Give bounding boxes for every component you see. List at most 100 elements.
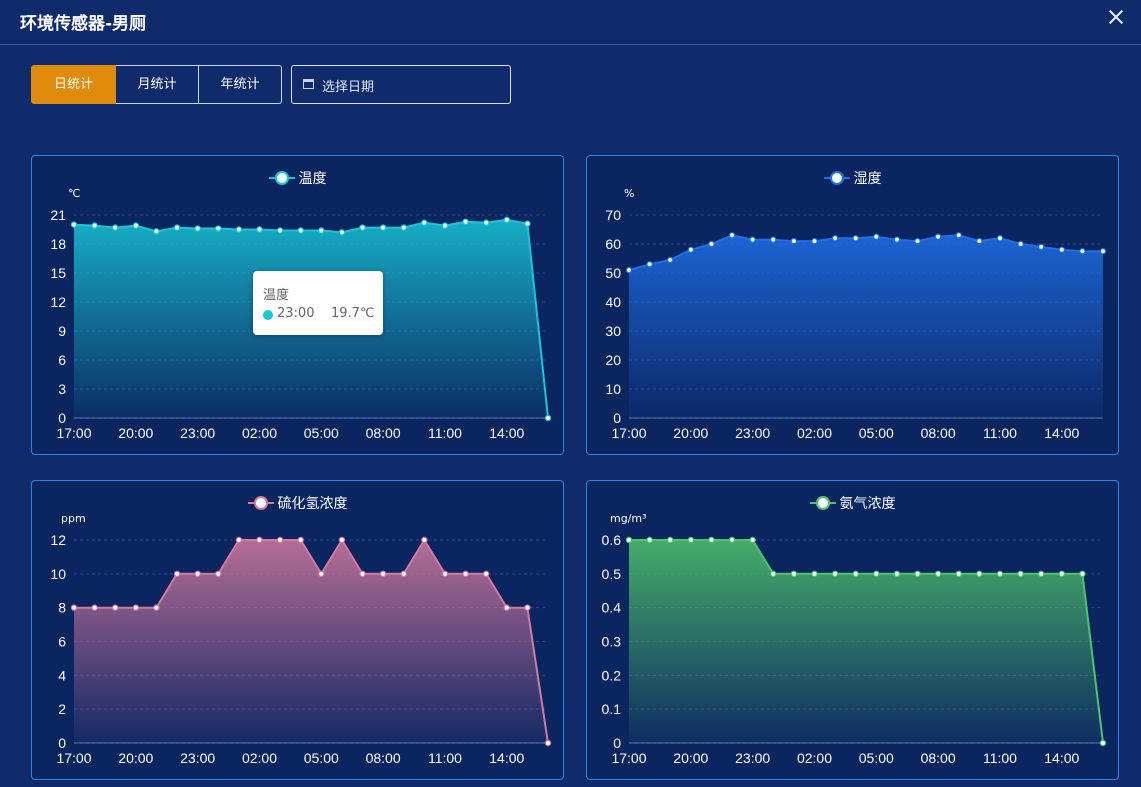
data-point[interactable] [976, 570, 983, 578]
data-point[interactable] [524, 604, 531, 611]
data-point[interactable] [91, 604, 98, 611]
data-point[interactable] [70, 604, 78, 611]
data-point[interactable] [770, 570, 777, 578]
data-point[interactable] [462, 570, 469, 578]
data-point[interactable] [914, 570, 921, 578]
data-point[interactable] [831, 234, 839, 242]
data-point[interactable] [1017, 240, 1024, 248]
data-point[interactable] [482, 219, 490, 226]
data-point[interactable] [524, 220, 531, 227]
data-point[interactable] [338, 229, 346, 236]
data-point[interactable] [441, 570, 449, 578]
data-point[interactable] [728, 232, 736, 239]
data-point[interactable] [1099, 248, 1107, 255]
data-point[interactable] [811, 570, 818, 578]
data-point[interactable] [153, 604, 160, 611]
data-point[interactable] [215, 225, 222, 232]
data-point[interactable] [421, 536, 428, 544]
data-point[interactable] [1079, 570, 1086, 578]
data-point[interactable] [421, 219, 428, 226]
data-point[interactable] [873, 233, 880, 240]
data-point[interactable] [646, 261, 653, 268]
data-point[interactable] [934, 570, 942, 578]
data-point[interactable] [934, 233, 942, 240]
data-point[interactable] [70, 221, 78, 228]
data-point[interactable] [646, 536, 653, 544]
data-point[interactable] [441, 222, 449, 229]
data-point[interactable] [1058, 570, 1065, 578]
data-point[interactable] [503, 604, 510, 611]
data-point[interactable] [852, 570, 859, 578]
data-point[interactable] [318, 570, 325, 578]
data-point[interactable] [112, 224, 119, 231]
data-point[interactable] [503, 216, 510, 224]
data-point[interactable] [194, 225, 201, 232]
tab-yearly[interactable]: 年统计 [199, 65, 282, 104]
data-point[interactable] [667, 536, 674, 544]
data-point[interactable] [544, 414, 552, 422]
data-point[interactable] [770, 236, 777, 243]
tab-monthly[interactable]: 月统计 [116, 65, 199, 104]
tab-daily[interactable]: 日统计 [31, 65, 116, 104]
data-point[interactable] [235, 536, 243, 544]
data-point[interactable] [215, 570, 222, 578]
data-point[interactable] [873, 570, 880, 578]
data-point[interactable] [359, 224, 366, 231]
chart-legend[interactable]: 硫化氢浓度 [32, 493, 563, 513]
data-point[interactable] [1058, 246, 1065, 254]
data-point[interactable] [1099, 739, 1107, 747]
data-point[interactable] [667, 256, 674, 264]
data-point[interactable] [790, 237, 798, 245]
data-point[interactable] [379, 224, 387, 231]
date-picker-input[interactable]: 选择日期 [291, 65, 511, 104]
data-point[interactable] [297, 227, 304, 234]
chart-legend[interactable]: 湿度 [587, 168, 1118, 188]
data-point[interactable] [132, 222, 140, 229]
data-point[interactable] [1037, 243, 1045, 251]
data-point[interactable] [318, 227, 325, 234]
data-point[interactable] [379, 570, 387, 578]
data-point[interactable] [687, 536, 695, 544]
data-point[interactable] [462, 218, 469, 225]
data-point[interactable] [1017, 570, 1024, 578]
data-point[interactable] [544, 739, 552, 747]
data-point[interactable] [297, 536, 304, 544]
data-point[interactable] [914, 237, 921, 245]
data-point[interactable] [728, 536, 736, 544]
data-point[interactable] [749, 236, 756, 243]
data-point[interactable] [1037, 570, 1045, 578]
data-point[interactable] [893, 236, 901, 243]
data-point[interactable] [153, 228, 160, 235]
data-point[interactable] [708, 240, 715, 248]
data-point[interactable] [976, 237, 983, 245]
data-point[interactable] [132, 604, 140, 611]
data-point[interactable] [852, 234, 859, 242]
data-point[interactable] [276, 536, 284, 544]
data-point[interactable] [749, 536, 756, 544]
data-point[interactable] [687, 246, 695, 254]
data-point[interactable] [173, 224, 181, 231]
data-point[interactable] [400, 570, 407, 578]
data-point[interactable] [400, 224, 407, 231]
data-point[interactable] [91, 222, 98, 229]
data-point[interactable] [625, 536, 633, 544]
data-point[interactable] [811, 237, 818, 245]
data-point[interactable] [1079, 248, 1086, 255]
chart-legend[interactable]: 温度 [32, 168, 563, 188]
data-point[interactable] [256, 226, 263, 233]
data-point[interactable] [112, 604, 119, 611]
data-point[interactable] [194, 570, 201, 578]
data-point[interactable] [235, 226, 243, 233]
chart-legend[interactable]: 氨气浓度 [587, 493, 1118, 513]
data-point[interactable] [955, 232, 962, 239]
data-point[interactable] [893, 570, 901, 578]
data-point[interactable] [625, 266, 633, 274]
data-point[interactable] [708, 536, 715, 544]
data-point[interactable] [996, 234, 1004, 242]
data-point[interactable] [831, 570, 839, 578]
data-point[interactable] [955, 570, 962, 578]
data-point[interactable] [173, 570, 181, 578]
data-point[interactable] [482, 570, 490, 578]
data-point[interactable] [276, 227, 284, 234]
data-point[interactable] [256, 536, 263, 544]
